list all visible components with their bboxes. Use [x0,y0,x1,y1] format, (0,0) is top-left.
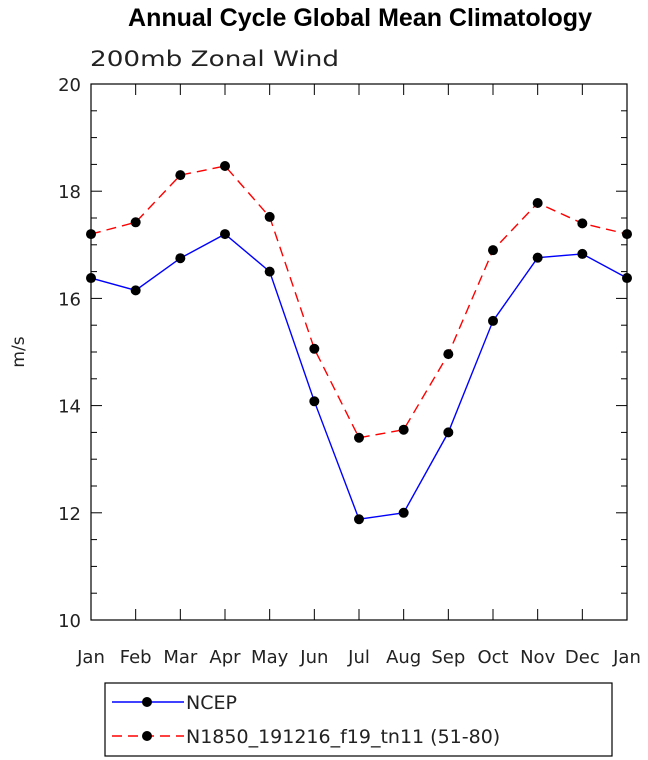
data-point-series-1 [130,285,141,296]
data-point-series-2 [488,245,498,256]
legend-marker-1 [142,697,152,707]
y-tick-label: 20 [58,75,81,96]
plot-frame [90,83,628,621]
data-point-series-1 [577,248,588,259]
data-point-series-2 [354,432,364,443]
x-tick-label: Apr [209,647,241,668]
x-tick-label: Sep [431,647,465,668]
x-tick-label: Aug [386,647,421,668]
data-point-series-2 [532,197,543,208]
data-point-series-2 [577,218,588,229]
y-tick-label: 18 [58,182,81,203]
data-point-series-1 [398,507,409,518]
legend-marker-2 [142,731,152,741]
y-tick-label: 16 [58,289,81,310]
data-point-series-1 [622,273,632,284]
data-point-series-1 [175,253,186,264]
data-point-series-1 [443,427,454,438]
x-tick-label: Dec [565,647,600,668]
y-axis-label: m/s [9,336,29,367]
x-tick-label: Jan [76,647,105,668]
legend-label-2: N1850_191216_f19_tn11 (51-80) [186,726,500,748]
data-point-series-2 [220,161,230,172]
x-tick-label: May [251,647,289,668]
chart-title: Annual Cycle Global Mean Climatology [128,4,592,32]
data-point-series-2 [86,229,96,240]
data-point-series-1 [309,396,320,407]
data-point-series-1 [488,315,498,326]
y-tick-label: 10 [58,611,81,632]
y-tick-label: 12 [58,504,81,525]
data-point-series-2 [309,343,320,354]
data-point-series-2 [443,349,454,360]
x-tick-label: Jul [347,647,370,668]
data-point-series-1 [354,514,364,525]
x-tick-label: Jun [299,647,328,668]
legend-box [104,682,613,757]
data-point-series-1 [264,266,275,277]
data-point-series-1 [532,252,543,263]
series-line-2 [90,165,628,439]
data-point-series-1 [86,273,96,284]
x-tick-label: Jan [612,647,641,668]
legend: NCEP N1850_191216_f19_tn11 (51-80) [104,682,613,757]
legend-label-1: NCEP [186,692,237,714]
y-tick-label: 14 [58,397,81,418]
series-line-1 [90,233,628,521]
chart-subtitle: 200mb Zonal Wind [90,47,339,71]
x-tick-label: Oct [477,647,508,668]
data-point-series-2 [264,211,275,222]
data-point-series-2 [130,217,141,228]
x-tick-label: Mar [163,647,198,668]
data-point-series-2 [175,170,186,181]
data-point-series-2 [398,424,409,435]
plot-area: 10 12 14 16 18 20 Jan Feb Mar Apr May Jun Jul Aug Sep O… [58,75,641,668]
x-tick-label: Feb [120,647,152,668]
data-point-series-1 [220,229,230,240]
data-point-series-2 [622,229,632,240]
x-tick-label: Nov [520,647,555,668]
series-layer [86,161,632,525]
